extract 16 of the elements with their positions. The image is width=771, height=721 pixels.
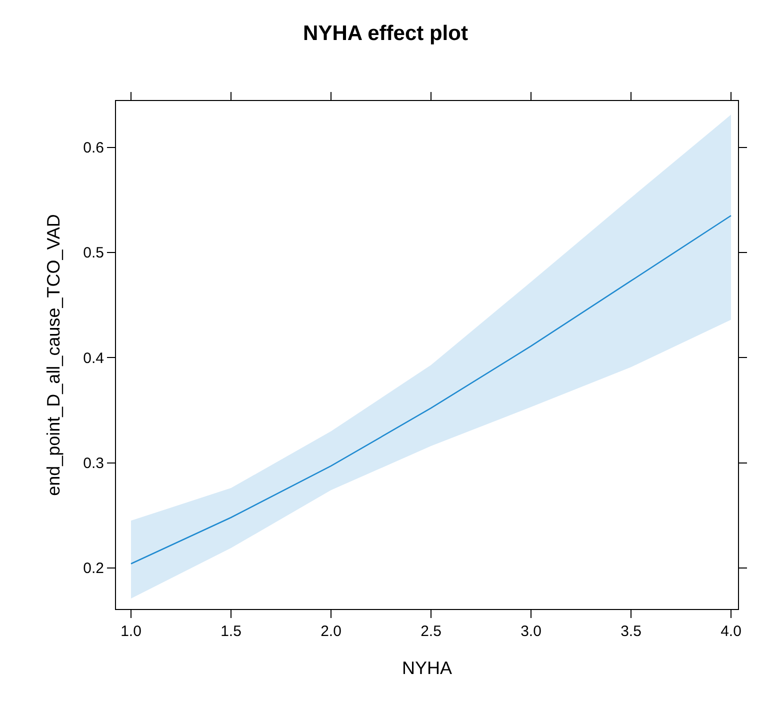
x-tick-label: 3.5 [620,623,642,640]
x-tick-label: 2.0 [320,623,342,640]
x-tick-label: 1.5 [220,623,242,640]
line-series [130,214,732,564]
x-tick-label: 3.0 [520,623,542,640]
x-tick-label: 4.0 [720,623,742,640]
x-tick-label: 2.5 [420,623,442,640]
x-tick-label: 1.0 [120,623,142,640]
y-tick-label: 0.4 [83,350,104,367]
x-axis-title: NYHA [402,658,452,678]
y-tick-label: 0.6 [83,140,104,157]
y-axis-title: end_point_D_all_cause_TCO_VAD [43,214,64,496]
y-tick-label: 0.2 [83,560,104,578]
y-tick-label: 0.3 [83,455,104,472]
y-tick-label: 0.5 [83,244,104,262]
chart-title: NYHA effect plot [303,22,468,45]
